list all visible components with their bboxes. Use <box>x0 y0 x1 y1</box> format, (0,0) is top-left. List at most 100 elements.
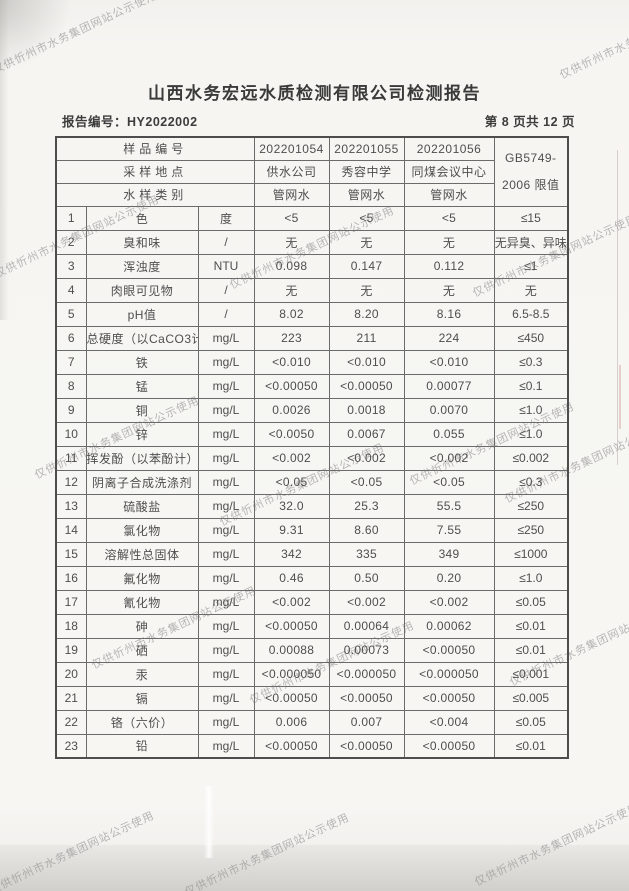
report-meta-row: 报告编号：HY2022002 第 8 页共 12 页 <box>62 111 575 130</box>
cell-limit-value: ≤250 <box>493 517 569 543</box>
cell-parameter-name: 氟化物 <box>85 565 199 591</box>
cell-parameter-name: 肉眼可见物 <box>85 277 199 303</box>
cell-result-value: <0.05 <box>328 469 405 495</box>
cell-limit-value: ≤0.002 <box>493 445 569 471</box>
cell-row-number: 22 <box>55 709 87 735</box>
report-title: 山西水务宏远水质检测有限公司检测报告 <box>148 84 481 103</box>
cell-parameter-name: 氰化物 <box>85 589 199 615</box>
cell-unit: / <box>197 301 255 327</box>
cell-result-value: 224 <box>403 325 495 351</box>
cell-result-value: <0.00050 <box>253 685 330 711</box>
parameter-row: 15 溶解性总固体 mg/L 342 335 349 ≤1000 <box>55 541 569 567</box>
cell-unit: 度 <box>197 205 255 231</box>
parameter-row: 2 臭和味 / 无无无无异臭、异味 <box>55 229 569 255</box>
cell-result-value: <5 <box>328 205 405 231</box>
parameter-row: 18 砷 mg/L <0.00050 0.00064 0.00062 ≤0.01 <box>55 613 569 639</box>
cell-result-value: <0.05 <box>253 469 330 495</box>
cell-limit-value: ≤450 <box>493 325 569 351</box>
cell-result-value: 0.0067 <box>328 421 405 447</box>
cell-parameter-name: 硫酸盐 <box>85 493 199 519</box>
cell-limit-value: ≤15 <box>493 205 569 231</box>
cell-result-value: 0.007 <box>328 709 405 735</box>
cell-result-value: 0.055 <box>403 421 495 447</box>
cell-result-value: <0.000050 <box>403 661 495 687</box>
cell-parameter-name: pH值 <box>85 301 199 327</box>
cell-result-value: 0.00088 <box>253 637 330 663</box>
cell-limit-value: 无异臭、异味 <box>493 229 569 255</box>
cell-result-value: <0.010 <box>253 349 330 375</box>
parameter-row: 9 铜 mg/L 0.0026 0.0018 0.0070 ≤1.0 <box>55 397 569 423</box>
cell-row-number: 4 <box>55 277 87 303</box>
sample-header-value: 202201055 <box>328 136 405 161</box>
cell-limit-value: 6.5-8.5 <box>493 301 569 327</box>
cell-result-value: <0.002 <box>328 445 405 471</box>
cell-result-value: <0.0050 <box>253 421 330 447</box>
cell-row-number: 20 <box>55 661 87 687</box>
cell-row-number: 2 <box>55 229 87 255</box>
parameter-row: 13 硫酸盐 mg/L 32.0 25.3 55.5 ≤250 <box>55 493 569 519</box>
cell-result-value: 0.112 <box>403 253 495 279</box>
limit-standard-header: GB5749- 2006 限值 <box>493 136 569 207</box>
cell-result-value: <0.00050 <box>253 613 330 639</box>
cell-unit: mg/L <box>197 613 255 639</box>
cell-result-value: 8.02 <box>253 301 330 327</box>
cell-result-value: <0.00050 <box>328 373 405 399</box>
cell-result-value: 0.0018 <box>328 397 405 423</box>
cell-result-value: 8.60 <box>328 517 405 543</box>
cell-result-value: 0.46 <box>253 565 330 591</box>
cell-result-value: 0.00073 <box>328 637 405 663</box>
cell-row-number: 13 <box>55 493 87 519</box>
sample-header-value: 管网水 <box>403 182 495 207</box>
cell-limit-value: 无 <box>493 277 569 303</box>
page-indicator: 第 8 页共 12 页 <box>484 115 575 129</box>
cell-row-number: 17 <box>55 589 87 615</box>
cell-result-value: 8.16 <box>403 301 495 327</box>
cell-result-value: 0.50 <box>328 565 405 591</box>
cell-result-value: <0.00050 <box>253 733 330 759</box>
cell-row-number: 11 <box>55 445 87 471</box>
sample-header-label: 采样地点 <box>55 159 255 184</box>
cell-result-value: <0.00050 <box>403 637 495 663</box>
parameter-row: 20 汞 mg/L <0.000050 <0.000050 <0.000050 ≤0.001 <box>55 661 569 687</box>
cell-parameter-name: 阴离子合成洗涤剂 <box>85 469 199 495</box>
cell-unit: mg/L <box>197 733 255 759</box>
report-number: 报告编号：HY2022002 <box>62 115 198 129</box>
sample-header-value: 202201054 <box>253 136 330 161</box>
sample-header-value: 供水公司 <box>253 159 330 184</box>
cell-result-value: 342 <box>253 541 330 567</box>
sample-header-label: 样品编号 <box>55 136 255 161</box>
cell-parameter-name: 锰 <box>85 373 199 399</box>
cell-parameter-name: 溶解性总固体 <box>85 541 199 567</box>
cell-result-value: <0.00050 <box>328 685 405 711</box>
parameter-row: 5 pH值/8.02 8.20 8.16 6.5-8.5 <box>55 301 569 327</box>
parameter-row: 14 氯化物 mg/L 9.31 8.60 7.55 ≤250 <box>55 517 569 543</box>
cell-result-value: <0.05 <box>403 469 495 495</box>
sample-header-row: 采样地点 供水公司 秀容中学 同煤会议中心 <box>55 159 568 184</box>
cell-result-value: 55.5 <box>403 493 495 519</box>
cell-result-value: 无 <box>253 277 330 303</box>
cell-limit-value: ≤0.05 <box>493 589 569 615</box>
parameter-row: 17 氰化物 mg/L <0.002 <0.002 <0.002 ≤0.05 <box>55 589 569 615</box>
parameter-row: 7 铁 mg/L <0.010 <0.010 <0.010 ≤0.3 <box>55 349 569 375</box>
cell-unit: mg/L <box>197 541 255 567</box>
cell-row-number: 19 <box>55 637 87 663</box>
cell-row-number: 8 <box>55 373 87 399</box>
cell-result-value: <0.010 <box>328 349 405 375</box>
cell-result-value: <5 <box>253 205 330 231</box>
cell-row-number: 14 <box>55 517 87 543</box>
cell-parameter-name: 铅 <box>85 733 199 759</box>
cell-result-value: 0.098 <box>253 253 330 279</box>
cell-limit-value: ≤0.005 <box>493 685 569 711</box>
cell-result-value: 9.31 <box>253 517 330 543</box>
cell-parameter-name: 硒 <box>85 637 199 663</box>
cell-row-number: 3 <box>55 253 87 279</box>
cell-result-value: 32.0 <box>253 493 330 519</box>
report-table-body: 样品编号 202201054 202201055 202201056 GB5749- 20… <box>55 136 569 759</box>
sample-header-value: 同煤会议中心 <box>403 159 495 184</box>
cell-limit-value: ≤0.05 <box>493 709 569 735</box>
cell-unit: / <box>197 229 255 255</box>
cell-result-value: 335 <box>328 541 405 567</box>
cell-limit-value: ≤1.0 <box>493 565 569 591</box>
cell-unit: mg/L <box>197 565 255 591</box>
parameter-row: 4 肉眼可见物 / 无无无无 <box>55 277 569 303</box>
